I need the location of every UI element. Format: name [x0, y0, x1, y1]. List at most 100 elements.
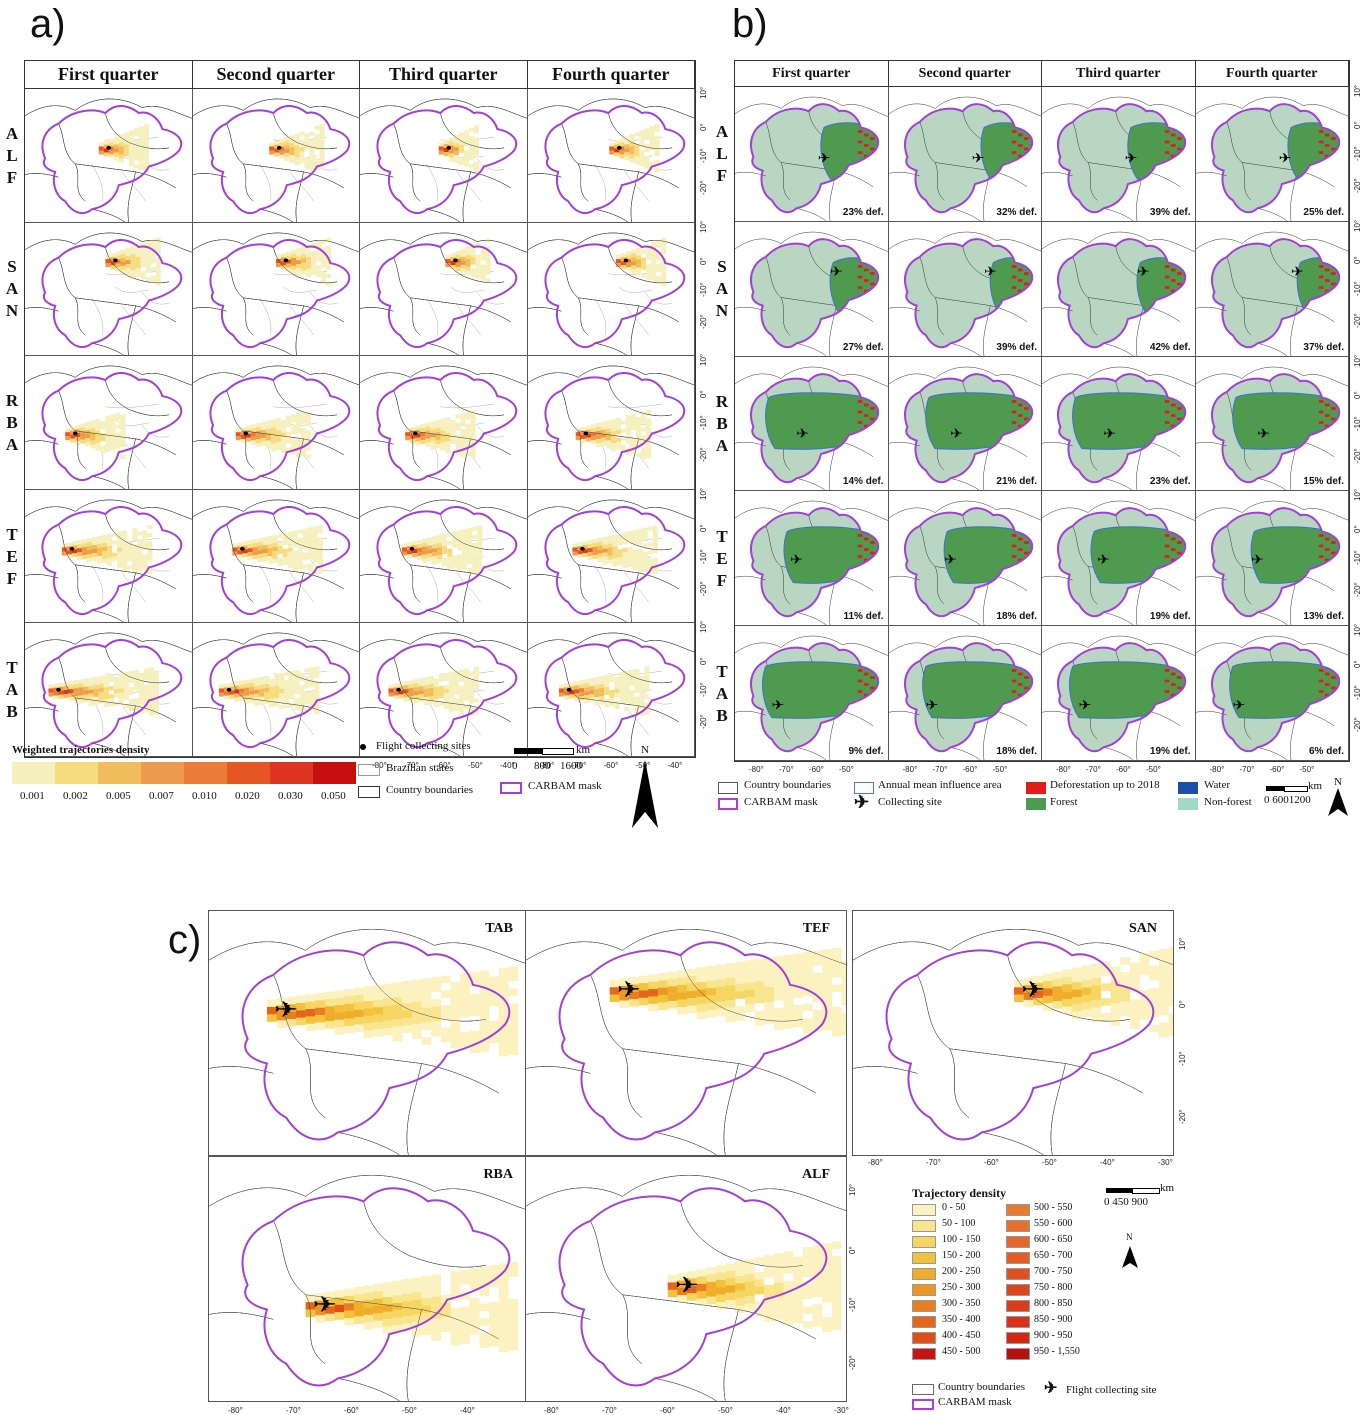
site-dot	[566, 688, 571, 693]
a-map-TAB-q3	[360, 623, 528, 757]
b-map-SAN-q1: ✈	[735, 222, 889, 357]
b-tick-y: -20°	[1353, 178, 1362, 193]
a-row-letter: A	[5, 435, 19, 454]
b-tick-x: -60°	[962, 765, 978, 774]
c-density-swatch	[912, 1284, 936, 1296]
site-dot	[113, 258, 118, 262]
b-def-label: 19% def.	[1149, 611, 1191, 623]
b-tick-x: -80°	[749, 765, 764, 774]
a-map-RBA-q4	[528, 356, 696, 490]
legend-c-scale-unit: km	[1160, 1182, 1175, 1194]
a-map-SAN-q4	[528, 223, 696, 357]
legend-a-scale-800: 800	[534, 760, 551, 772]
a-map-SAN-q1	[25, 223, 193, 357]
b-row-letter: L	[716, 144, 728, 164]
a-map-cell	[25, 623, 193, 757]
c-map-title: SAN	[1128, 921, 1157, 936]
c-density-label: 300 - 350	[942, 1298, 981, 1309]
a-tick-y: 0°	[699, 524, 708, 532]
a-tick-y: -20°	[699, 447, 708, 463]
c-map-san: ✈ SAN	[852, 910, 1174, 1156]
b-tick-x: -50°	[992, 765, 1008, 774]
c-tick-y-right: 0°	[1178, 1000, 1187, 1008]
legend-b-forest: Forest	[1050, 796, 1078, 808]
a-map-cell	[25, 489, 193, 624]
site-dot	[409, 546, 415, 551]
b-site-plane-icon: ✈	[818, 151, 831, 166]
a-tick-y: -10°	[699, 415, 708, 431]
a-tick-y: 0°	[699, 256, 708, 265]
c-density-label: 500 - 550	[1034, 1202, 1073, 1213]
b-row-letter: A	[715, 436, 729, 455]
c-tick-x-top: -80°	[868, 1158, 883, 1167]
b-def-label: 21% def.	[996, 476, 1037, 488]
c-density-swatch	[912, 1316, 936, 1328]
site-dot	[106, 145, 112, 150]
b-def-label: 27% def.	[842, 341, 884, 353]
a-density-swatch	[141, 762, 184, 784]
b-mask-swatch	[718, 798, 738, 810]
legend-a-countries: Country boundaries	[386, 784, 474, 796]
site-dot	[582, 431, 588, 436]
b-site-plane-icon: ✈	[1125, 151, 1138, 166]
b-map-cell: ✈ 39% def.	[888, 221, 1043, 357]
b-tick-x: -70°	[932, 765, 948, 774]
b-def-label: 9% def.	[848, 745, 884, 757]
b-row-letter: E	[716, 548, 728, 568]
c-tick-y-right: -10°	[1178, 1051, 1187, 1066]
b-row-letter: A	[715, 279, 729, 299]
b-row-letter: F	[716, 570, 728, 590]
b-map-cell: ✈ 18% def.	[888, 626, 1043, 761]
a-header-1: First quarter	[25, 61, 193, 89]
a-row-letter: F	[6, 568, 18, 588]
b-tick-y: 10°	[1353, 624, 1362, 637]
b-site-plane-icon: ✈	[1137, 265, 1150, 280]
countries-swatch	[358, 786, 380, 798]
c-density-label: 900 - 950	[1034, 1330, 1073, 1341]
c-density-swatch	[912, 1252, 936, 1264]
a-density-value: 0.001	[20, 790, 45, 802]
site-dot	[56, 688, 61, 693]
a-tick-y: -10°	[699, 281, 708, 297]
scale-bar-black	[514, 748, 542, 754]
a-density-swatch	[55, 762, 98, 784]
b-map-ALF-q2: ✈	[889, 87, 1043, 222]
panel-b-label: b)	[732, 2, 768, 46]
b-map-cell: ✈ 39% def.	[1042, 87, 1196, 222]
a-map-cell	[527, 489, 695, 624]
b-map-SAN-q2: ✈	[889, 222, 1043, 357]
panel-b-grid: First quarter Second quarter Third quarter…	[716, 60, 1362, 774]
a-tick-y: -20°	[699, 180, 708, 195]
legend-b-scale-vals: 0 6001200	[1264, 794, 1311, 806]
legend-a-mask: CARBAM mask	[528, 780, 602, 792]
legend-c-countries: Country boundaries	[938, 1381, 1026, 1393]
c-density-swatch	[1006, 1300, 1030, 1312]
b-def-label: 6% def.	[1308, 745, 1344, 757]
a-map-TAB-q2	[193, 623, 361, 757]
legend-b-mask: CARBAM mask	[744, 796, 818, 808]
c-map-rba: ✈ RBA	[208, 1156, 530, 1402]
a-map-cell	[360, 89, 528, 223]
b-row-letter: T	[716, 661, 728, 681]
b-map-TAB-q2: ✈	[889, 626, 1043, 761]
legend-b-water: Water	[1204, 779, 1230, 791]
b-tick-y: -10°	[1353, 685, 1362, 701]
c-tick-x-left: -70°	[286, 1406, 301, 1415]
a-map-cell	[527, 356, 696, 490]
site-dot	[242, 431, 248, 436]
b-map-TEF-q4: ✈	[1196, 491, 1350, 626]
b-site-plane-icon: ✈	[925, 699, 938, 714]
c-tick-x-mid: -40°	[776, 1406, 791, 1415]
b-nonforest-swatch	[1178, 798, 1198, 810]
b-def-label: 25% def.	[1303, 206, 1344, 218]
c-tick-x-mid: -70°	[602, 1406, 617, 1415]
c-density-label: 250 - 300	[942, 1282, 981, 1293]
b-map-cell: ✈ 21% def.	[888, 356, 1042, 492]
a-density-value: 0.020	[235, 790, 260, 802]
legend-b-influence: Annual mean influence area	[878, 779, 1002, 791]
b-deforest-swatch	[1026, 782, 1046, 794]
b-row-letter: B	[716, 705, 728, 725]
b-site-plane-icon: ✈	[950, 426, 963, 441]
a-density-value: 0.030	[278, 790, 303, 802]
b-tick-y: -10°	[1353, 415, 1362, 431]
